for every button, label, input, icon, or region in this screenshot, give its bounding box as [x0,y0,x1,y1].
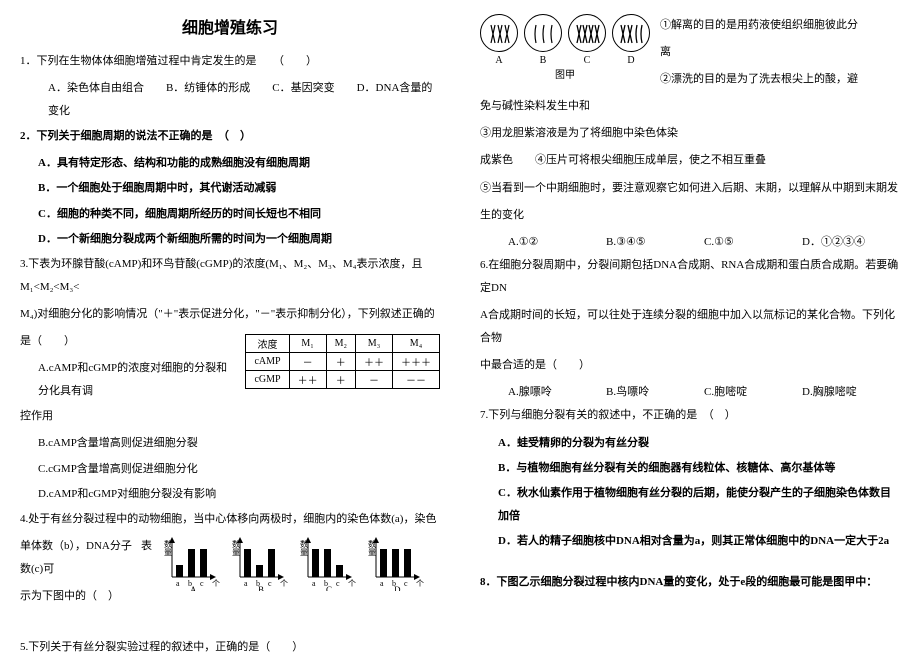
page-title: 细胞增殖练习 [20,14,440,38]
circle-B [524,14,562,52]
q1: 1．下列在生物体体细胞增殖过程中肯定发生的是 （ ） [20,50,440,73]
r1c0: cAMP [246,353,289,371]
q3-B: B.cAMP含量增高则促进细胞分裂 [20,432,440,455]
svg-text:个: 个 [416,579,424,588]
q7: 7.下列与细胞分裂有关的叙述中，不正确的是 （ ） [480,404,900,427]
svg-text:c: c [404,579,408,588]
q5A: A.①② [508,231,606,254]
q5: 5.下列关于有丝分裂实验过程的叙述中，正确的是（ ） [20,636,440,659]
q6D: D.胸腺嘧啶 [802,381,900,404]
q2-D: D．一个新细胞分裂成两个新细胞所需的时间为一个细胞周期 [20,228,440,251]
right-column: A B C D 图甲 ①解离的目的是用药液使组织细胞彼此分 离 ②漂洗的目的是为… [460,0,920,650]
q6-line1: 6.在细胞分裂周期中，分裂间期包括DNA合成期、RNA合成期和蛋白质合成期。若要… [480,254,900,300]
svg-text:a: a [312,579,316,588]
q7A: A．蛙受精卵的分裂为有丝分裂 [480,432,900,455]
r1c1: － [289,353,326,371]
circle-C [568,14,606,52]
q6A: A.腺嘌呤 [508,381,606,404]
svg-text:量: 量 [164,548,172,557]
svg-text:个: 个 [212,579,220,588]
svg-text:个: 个 [280,579,288,588]
q1-options: A．染色体自由组合 B．纺锤体的形成 C．基因突变 D．DNA含量的变化 [20,77,440,123]
r2c1: ＋＋ [289,371,326,389]
th-m2: M₂ [326,335,355,353]
q7B: B．与植物细胞有丝分裂有关的细胞器有线粒体、核糖体、高尔基体等 [480,457,900,480]
r2c2: ＋ [326,371,355,389]
svg-text:c: c [268,579,272,588]
lab-C: C [568,54,606,67]
th-m3: M₃ [356,335,393,353]
q3-A-cont: 控作用 [20,405,440,428]
lab-A: A [480,54,518,67]
line5: ⑤当看到一个中期细胞时，要注意观察它如何进入后期、末期，以理解从中期到末期发 [480,177,900,200]
svg-text:a: a [244,579,248,588]
q4-line2: 单体数（b），DNA分子数(c)可 [20,535,141,581]
opt2b: 免与碱性染料发生中和 [480,95,900,118]
concentration-table: 浓度 M₁ M₂ M₃ M₄ cAMP － ＋ ＋＋ ＋＋＋ cGMP ＋＋ ＋ [245,334,440,389]
r1c2: ＋ [326,353,355,371]
q3-D: D.cAMP和cGMP对细胞分裂没有影响 [20,483,440,506]
left-column: 细胞增殖练习 1．下列在生物体体细胞增殖过程中肯定发生的是 （ ） A．染色体自… [0,0,460,650]
opt3: ③用龙胆紫溶液是为了将细胞中染色体染 [480,122,900,145]
bar-charts: 数量 abc个 A 数量 abc个 [160,535,440,594]
svg-text:c: c [336,579,340,588]
q6-line2: A合成期时间的长短，可以往处于连续分裂的细胞中加入以氚标记的某化合物。下列化合物 [480,304,900,350]
q3-line2: M₄)对细胞分化的影响情况（"＋"表示促进分化，"－"表示抑制分化），下列叙述正… [20,303,440,326]
svg-text:a: a [380,579,384,588]
r2c3: － [356,371,393,389]
r2c4: －－ [393,371,440,389]
q3-C: C.cGMP含量增高则促进细胞分化 [20,458,440,481]
lab-B: B [524,54,562,67]
q5B: B.③④⑤ [606,231,704,254]
lab-D: D [612,54,650,67]
q4-line1: 4.处于有丝分裂过程中的动物细胞，当中心体移向两极时，细胞内的染色体数(a)，染… [20,508,440,531]
svg-text:C: C [326,585,332,591]
svg-text:量: 量 [368,548,376,557]
figure-jia: A B C D 图甲 [480,14,650,82]
q2-B: B．一个细胞处于细胞周期中时，其代谢活动减弱 [20,177,440,200]
th-m1: M₁ [289,335,326,353]
svg-text:量: 量 [300,548,308,557]
q6-line3: 中最合适的是（ ） [480,354,900,377]
q5-options: A.①② B.③④⑤ C.①⑤ D．①②③④ [480,231,900,254]
svg-text:D: D [394,585,401,591]
th-conc: 浓度 [246,335,289,353]
q7C: C．秋水仙素作用于植物细胞有丝分裂的后期，能使分裂产生的子细胞染色体数目加倍 [480,482,900,528]
q5D: D．①②③④ [802,231,900,254]
q8: 8．下图乙示细胞分裂过程中核内DNA量的变化，处于e段的细胞最可能是图甲中： [480,571,900,594]
line4: 成紫色 ④压片可将根尖细胞压成单层，使之不相互重叠 [480,149,900,172]
svg-text:B: B [258,585,264,591]
r2c0: cGMP [246,371,289,389]
svg-text:个: 个 [348,579,356,588]
q3-line1: 3.下表为环腺苷酸(cAMP)和环鸟苷酸(cGMP)的浓度(M₁、M₂、M₃、M… [20,253,440,299]
q6C: C.胞嘧啶 [704,381,802,404]
circle-D [612,14,650,52]
q5C: C.①⑤ [704,231,802,254]
svg-text:量: 量 [232,548,240,557]
svg-text:c: c [200,579,204,588]
q2: 2．下列关于细胞周期的说法不正确的是 （ ） [20,125,440,148]
q7D: D．若人的精子细胞核中DNA相对含量为a，则其正常体细胞中的DNA一定大于2a [480,530,900,553]
q4-biao: 表 [141,535,152,581]
r1c4: ＋＋＋ [393,353,440,371]
th-m4: M₄ [393,335,440,353]
caption-jia: 图甲 [480,69,650,82]
q6-options: A.腺嘌呤 B.鸟嘌呤 C.胞嘧啶 D.胸腺嘧啶 [480,381,900,404]
circle-A [480,14,518,52]
line5b: 生的变化 [480,204,900,227]
svg-text:a: a [176,579,180,588]
svg-text:A: A [190,585,197,591]
r1c3: ＋＋ [356,353,393,371]
q2-C: C．细胞的种类不同，细胞周期所经历的时间长短也不相同 [20,203,440,226]
q2-A: A．具有特定形态、结构和功能的成熟细胞没有细胞周期 [20,152,440,175]
q6B: B.鸟嘌呤 [606,381,704,404]
